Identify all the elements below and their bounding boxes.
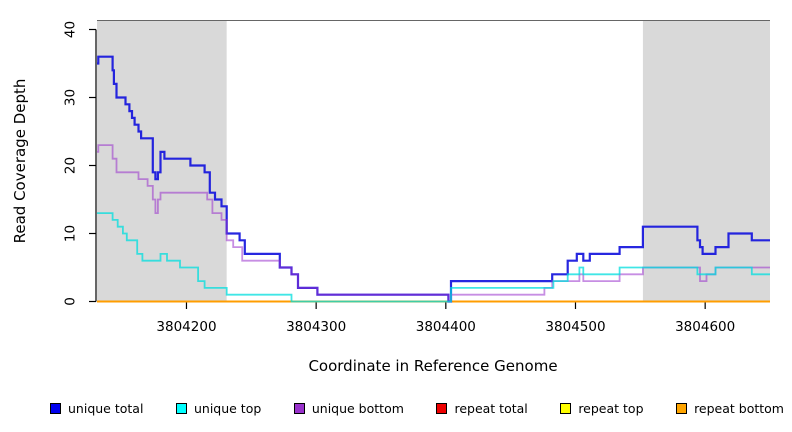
x-tick-label: 3804400 <box>416 319 476 335</box>
y-tick-label: 40 <box>63 21 79 38</box>
legend-item-repeat-total: repeat total <box>436 400 528 416</box>
series-unique-top <box>97 212 770 303</box>
shaded-region <box>642 21 770 302</box>
legend-swatch-repeat-bottom <box>676 402 688 414</box>
legend-swatch-unique-bottom <box>293 402 305 414</box>
x-axis-label: Coordinate in Reference Genome <box>308 357 558 375</box>
legend-item-unique-bottom: unique bottom <box>293 400 404 416</box>
legend-item-unique-top: unique top <box>175 400 262 416</box>
legend-label: repeat bottom <box>694 400 784 416</box>
legend-label: unique top <box>193 400 262 416</box>
legend-label: repeat total <box>454 400 528 416</box>
legend-item-repeat-bottom: repeat bottom <box>676 401 784 416</box>
legend-swatch-repeat-total <box>436 402 448 414</box>
y-axis-label: Read Coverage Depth <box>11 78 29 244</box>
legend-label: repeat top <box>578 400 644 416</box>
legend-swatch-unique-top <box>175 402 187 414</box>
x-tick-label: 3804600 <box>675 319 735 335</box>
y-tick-label: 0 <box>63 297 79 306</box>
shaded-region <box>97 21 227 302</box>
legend-swatch-repeat-top <box>560 402 572 414</box>
legend-label: unique total <box>68 400 144 416</box>
legend-swatch-unique-total <box>50 402 61 414</box>
y-tick-label: 20 <box>63 157 79 174</box>
y-tick-label: 30 <box>63 89 79 106</box>
y-tick-label: 10 <box>63 225 79 242</box>
legend-label: unique bottom <box>311 400 404 416</box>
x-tick-label: 3804300 <box>286 319 346 335</box>
x-tick-label: 3804200 <box>156 319 216 335</box>
series-unique-bottom <box>97 144 770 303</box>
legend-item-repeat-top: repeat top <box>560 400 644 416</box>
series-unique-total <box>97 55 770 303</box>
x-tick-label: 3804500 <box>545 319 605 335</box>
legend-item-unique-total: unique total <box>50 401 143 416</box>
chart-legend: unique total unique top unique bottom re… <box>50 399 784 417</box>
